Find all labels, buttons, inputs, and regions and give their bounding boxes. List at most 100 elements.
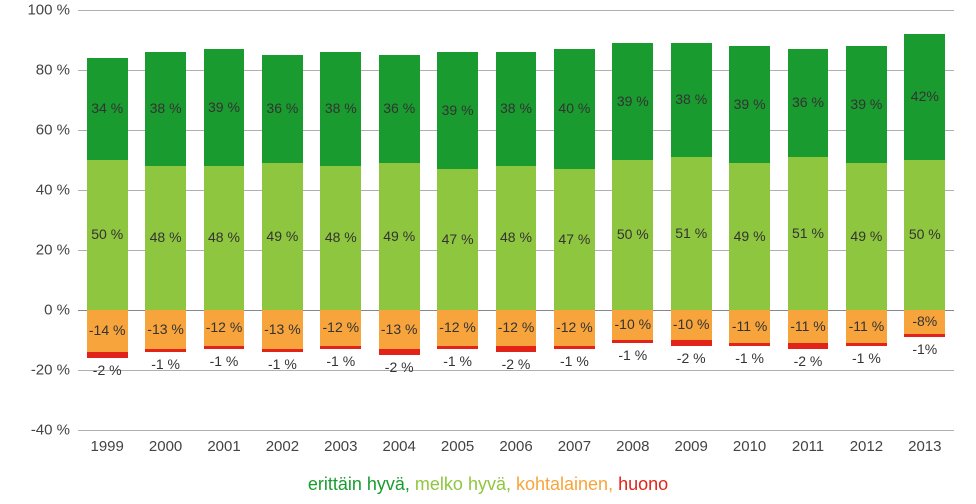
bar-value-erittain-hyva: 38 %: [325, 100, 357, 116]
bar-value-melko-hyva: 49 %: [850, 228, 882, 244]
bar-segment-huono: [262, 349, 303, 352]
bar-value-erittain-hyva: 36 %: [383, 100, 415, 116]
y-tick-label: 40 %: [10, 182, 70, 199]
bar-segment-huono: [145, 349, 186, 352]
bar-value-erittain-hyva: 39 %: [850, 96, 882, 112]
bar-value-erittain-hyva: 34 %: [91, 100, 123, 116]
bar-value-kohtalainen: -11 %: [732, 318, 768, 334]
bar-group: 47 %39 %-12 %-1 %: [437, 10, 478, 430]
bar-group: 50 %42%-8%-1%: [904, 10, 945, 430]
x-tick-label: 2001: [207, 438, 240, 455]
bar-segment-huono: [437, 346, 478, 349]
bar-segment-erittain-hyva: 36 %: [262, 55, 303, 163]
x-tick-label: 2009: [675, 438, 708, 455]
bar-segment-melko-hyva: 48 %: [496, 166, 537, 310]
bar-segment-erittain-hyva: 42%: [904, 34, 945, 160]
bar-segment-melko-hyva: 50 %: [904, 160, 945, 310]
x-tick-label: 2011: [792, 438, 824, 455]
bar-segment-kohtalainen: -12 %: [437, 310, 478, 346]
y-tick-label: 60 %: [10, 122, 70, 139]
y-tick-label: 100 %: [10, 2, 70, 19]
y-tick-label: -20 %: [10, 362, 70, 379]
bar-segment-kohtalainen: -14 %: [87, 310, 128, 352]
bar-value-kohtalainen: -11 %: [790, 318, 826, 334]
bar-segment-melko-hyva: 49 %: [729, 163, 770, 310]
x-tick-label: 2002: [266, 438, 299, 455]
bar-value-huono: -2 %: [502, 356, 531, 372]
x-tick-label: 2003: [324, 438, 357, 455]
y-tick-label: 80 %: [10, 62, 70, 79]
bar-value-melko-hyva: 50 %: [909, 226, 941, 242]
bar-value-erittain-hyva: 36 %: [266, 100, 298, 116]
bar-segment-kohtalainen: -12 %: [554, 310, 595, 346]
bar-value-erittain-hyva: 39 %: [442, 102, 474, 118]
bar-segment-erittain-hyva: 38 %: [145, 52, 186, 166]
bar-segment-huono: [379, 349, 420, 355]
bar-value-huono: -2 %: [385, 359, 414, 375]
bars-container: 50 % 34 % -14 % -2 % 48 %38 %-13 %-1 % 48 % 39…: [78, 10, 954, 430]
bar-segment-huono: [788, 343, 829, 349]
bar-group: 49 %39 %-11 %-1 %: [729, 10, 770, 430]
bar-value-melko-hyva: 49 %: [383, 228, 415, 244]
bar-value-kohtalainen: -12 %: [556, 319, 593, 335]
bar-segment-erittain-hyva: 38 %: [320, 52, 361, 166]
bar-segment-melko-hyva: 49 %: [262, 163, 303, 310]
bar-segment-kohtalainen: -10 %: [612, 310, 653, 340]
grid-line: [78, 430, 954, 431]
bar-segment-kohtalainen: -11 %: [846, 310, 887, 343]
legend-item: huono: [618, 474, 668, 494]
bar-segment-huono: [846, 343, 887, 346]
bar-value-melko-hyva: 51 %: [675, 225, 707, 241]
bar-segment-erittain-hyva: 36 %: [379, 55, 420, 163]
bar-segment-kohtalainen: -11 %: [788, 310, 829, 343]
bar-segment-huono: [87, 352, 128, 358]
bar-segment-huono: [729, 343, 770, 346]
bar-value-erittain-hyva: 39 %: [208, 99, 240, 115]
bar-segment-huono: [496, 346, 537, 352]
bar-group: 47 % 40 % -12 % -1 %: [554, 10, 595, 430]
bar-segment-erittain-hyva: 39 %: [612, 43, 653, 160]
bar-value-kohtalainen: -10 %: [615, 316, 652, 332]
bar-segment-erittain-hyva: 34 %: [87, 58, 128, 160]
bar-segment-melko-hyva: 47 %: [554, 169, 595, 310]
legend-separator: ,: [506, 474, 516, 494]
bar-segment-melko-hyva: 49 %: [379, 163, 420, 310]
bar-value-kohtalainen: -11 %: [849, 318, 885, 334]
chart-legend: erittäin hyvä, melko hyvä, kohtalainen, …: [0, 474, 976, 495]
bar-value-huono: -1 %: [151, 356, 180, 372]
bar-value-erittain-hyva: 42%: [911, 88, 939, 104]
bar-segment-erittain-hyva: 38 %: [671, 43, 712, 157]
bar-segment-erittain-hyva: 39 %: [437, 52, 478, 169]
bar-group: 51 %36 %-11 %-2 %: [788, 10, 829, 430]
bar-group: 48 %38 %-12 %-2 %: [496, 10, 537, 430]
bar-segment-huono: [612, 340, 653, 343]
bar-value-kohtalainen: -13 %: [264, 321, 301, 337]
bar-segment-melko-hyva: 51 %: [671, 157, 712, 310]
legend-separator: ,: [608, 474, 618, 494]
x-tick-label: 2004: [383, 438, 416, 455]
bar-value-huono: -1 %: [443, 353, 472, 369]
bar-segment-erittain-hyva: 39 %: [846, 46, 887, 163]
bar-value-huono: -2 %: [677, 350, 706, 366]
bar-value-huono: -2 %: [794, 353, 823, 369]
bar-segment-huono: [554, 346, 595, 349]
bar-segment-melko-hyva: 50 %: [87, 160, 128, 310]
x-tick-label: 2006: [499, 438, 532, 455]
bar-value-huono: -1 %: [326, 353, 355, 369]
bar-value-kohtalainen: -14 %: [89, 322, 126, 338]
bar-value-erittain-hyva: 40 %: [558, 100, 590, 116]
bar-value-melko-hyva: 50 %: [617, 226, 649, 242]
bar-value-huono: -1 %: [268, 356, 297, 372]
bar-group: 51 %38 %-10 %-2 %: [671, 10, 712, 430]
bar-segment-erittain-hyva: 39 %: [204, 49, 245, 166]
bar-group: 48 %38 %-13 %-1 %: [145, 10, 186, 430]
bar-value-melko-hyva: 47 %: [558, 231, 590, 247]
bar-value-melko-hyva: 49 %: [266, 228, 298, 244]
bar-segment-huono: [904, 334, 945, 337]
bar-value-huono: -1 %: [560, 353, 589, 369]
bar-group: 50 %39 %-10 %-1 %: [612, 10, 653, 430]
bar-group: 50 %34 %-14 %-2 %: [87, 10, 128, 430]
bar-value-erittain-hyva: 39 %: [734, 96, 766, 112]
bar-segment-erittain-hyva: 38 %: [496, 52, 537, 166]
plot-area: 50 % 34 % -14 % -2 % 48 %38 %-13 %-1 % 48 % 39…: [78, 10, 954, 430]
